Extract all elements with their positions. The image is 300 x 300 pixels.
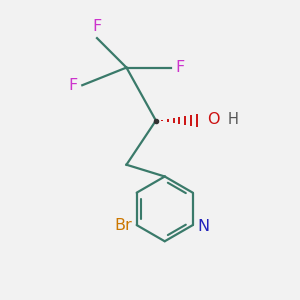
Text: H: H	[227, 112, 238, 127]
Text: O: O	[207, 112, 220, 127]
Text: Br: Br	[115, 218, 132, 232]
Text: F: F	[69, 78, 78, 93]
Text: N: N	[197, 219, 209, 234]
Text: F: F	[175, 60, 184, 75]
Text: F: F	[92, 19, 102, 34]
